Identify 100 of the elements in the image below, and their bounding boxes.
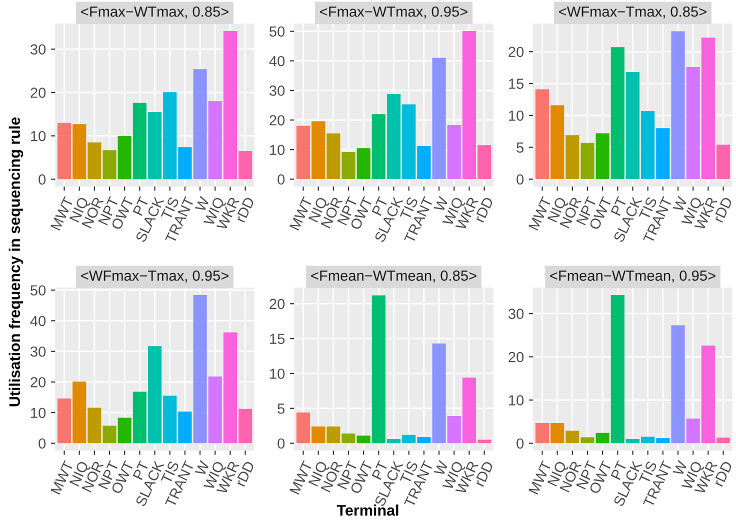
bar <box>118 136 132 180</box>
bar <box>477 145 492 180</box>
y-tick-label: 50 <box>270 26 285 37</box>
bar <box>550 105 564 180</box>
bar <box>716 144 730 180</box>
y-tick-label: 0 <box>278 438 285 449</box>
bar <box>432 58 446 180</box>
bar <box>178 412 192 444</box>
bar <box>102 150 116 180</box>
bar <box>342 433 356 444</box>
y-tick-label: 30 <box>30 346 46 357</box>
bar <box>223 332 238 444</box>
y-tick-label: 20 <box>30 377 46 388</box>
bar <box>312 121 326 180</box>
y-tick-label: 20 <box>270 298 285 310</box>
bar <box>163 92 177 180</box>
bar <box>386 439 401 444</box>
y-tick-label: 30 <box>30 44 46 55</box>
y-tick-label: 30 <box>269 86 285 96</box>
bar <box>163 396 177 444</box>
bar <box>132 392 146 444</box>
y-tick-label: 0 <box>38 174 46 185</box>
bar <box>447 416 461 444</box>
chart-title: <WFmax−Tmax, 0.85> <box>559 6 706 18</box>
y-tick-label: 10 <box>31 408 46 418</box>
bar <box>132 102 146 180</box>
chart-title: <Fmean−WTmean, 0.95> <box>550 270 716 283</box>
bar <box>88 408 102 444</box>
y-tick-label: 5 <box>516 142 524 153</box>
bar <box>118 418 132 444</box>
bar <box>386 94 401 180</box>
bar <box>402 434 416 444</box>
bar <box>671 31 685 180</box>
bar <box>535 422 550 444</box>
y-tick-label: 50 <box>30 285 46 296</box>
y-tick-label: 15 <box>509 78 524 89</box>
bar <box>417 146 431 180</box>
bar <box>208 101 222 180</box>
bar <box>596 432 610 444</box>
bar <box>641 110 655 180</box>
bar <box>686 66 700 180</box>
bar <box>372 295 386 444</box>
y-tick-label: 0 <box>516 438 524 449</box>
bar <box>447 125 461 180</box>
y-tick-label: 15 <box>270 334 285 344</box>
bar <box>566 135 580 180</box>
bar <box>432 343 446 444</box>
bar <box>610 47 624 180</box>
y-tick-label: 20 <box>508 352 524 362</box>
y-tick-label: 10 <box>509 110 524 121</box>
y-tick-label: 30 <box>508 308 524 320</box>
y-tick-label: 0 <box>278 174 285 185</box>
bar <box>580 437 594 444</box>
y-axis-title: Utilisation frequency in sequencing rule <box>8 117 24 406</box>
bar <box>342 152 356 180</box>
bar <box>148 346 162 444</box>
bar <box>550 422 564 444</box>
bar <box>462 30 476 180</box>
bar <box>596 133 610 180</box>
bar <box>57 122 72 180</box>
y-tick-label: 20 <box>508 46 524 58</box>
y-tick-label: 5 <box>278 404 285 414</box>
bar <box>372 114 386 180</box>
chart-title: <Fmax−WTmax, 0.95> <box>320 6 468 18</box>
y-tick-label: 40 <box>269 56 285 66</box>
bar <box>238 151 252 180</box>
bar <box>656 438 670 444</box>
y-tick-label: 10 <box>509 395 524 406</box>
bar <box>296 126 310 180</box>
bar <box>223 30 238 180</box>
bar <box>57 398 72 444</box>
bar <box>208 376 222 444</box>
y-tick-label: 10 <box>270 144 285 156</box>
y-tick-label: 10 <box>270 368 285 379</box>
bar <box>626 72 640 180</box>
bar <box>72 124 86 180</box>
y-tick-label: 0 <box>38 438 46 449</box>
bar <box>671 325 685 444</box>
bar <box>326 426 340 444</box>
bar <box>356 436 370 444</box>
bar <box>178 147 192 180</box>
chart-title: <Fmax−WTmax, 0.85> <box>81 6 228 18</box>
bar <box>72 382 86 444</box>
bar <box>148 112 162 180</box>
bar <box>535 89 550 180</box>
y-tick-label: 20 <box>30 88 46 98</box>
bar <box>296 412 310 444</box>
bar <box>610 294 624 444</box>
bar <box>238 408 252 444</box>
y-tick-label: 20 <box>270 115 285 126</box>
bar <box>462 378 476 444</box>
bar <box>580 142 594 180</box>
bar <box>701 38 715 180</box>
chart-title: <WFmax−Tmax, 0.95> <box>81 270 228 283</box>
y-tick-label: 40 <box>30 316 46 326</box>
bar <box>326 133 340 180</box>
bar <box>656 128 670 180</box>
bar <box>193 294 207 444</box>
y-tick-label: 0 <box>516 174 524 185</box>
bar <box>402 104 416 180</box>
